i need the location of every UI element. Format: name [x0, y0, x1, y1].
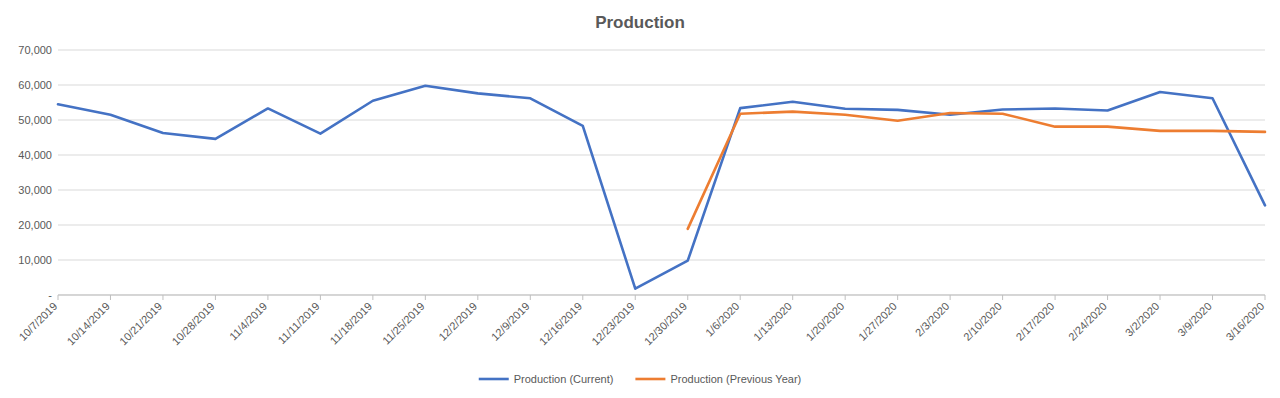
grid-line	[58, 260, 1265, 261]
x-tick-label: 10/21/2019	[117, 300, 164, 347]
y-tick-label: 50,000	[18, 114, 52, 126]
x-tick-label: 11/11/2019	[276, 300, 322, 346]
y-tick-label: 40,000	[18, 149, 52, 161]
chart-svg: Production - 10,000 20,000 30,000 40,000 50,00…	[0, 0, 1280, 398]
y-tick-label: 10,000	[18, 254, 52, 266]
series-line	[58, 86, 1265, 289]
x-tick	[1265, 295, 1266, 300]
grid-line	[58, 120, 1265, 121]
x-tick	[477, 295, 478, 300]
x-tick-label: 2/3/2020	[913, 300, 952, 339]
grid-line	[58, 155, 1265, 156]
x-tick-label: 11/25/2019	[380, 300, 427, 347]
x-tick	[897, 295, 898, 300]
x-tick-label: 12/9/2019	[489, 300, 532, 343]
x-tick-label: 11/4/2019	[227, 300, 270, 343]
x-tick	[162, 295, 163, 300]
legend-swatch	[479, 378, 509, 381]
x-tick	[1212, 295, 1213, 300]
x-tick	[792, 295, 793, 300]
x-tick	[530, 295, 531, 300]
legend: Production (Current) Production (Previous…	[479, 373, 802, 385]
x-tick-label: 10/14/2019	[64, 300, 111, 347]
x-tick	[845, 295, 846, 300]
x-tick-label: 2/10/2020	[961, 300, 1004, 343]
x-axis-line	[58, 295, 1265, 296]
series-line	[688, 112, 1265, 229]
grid-line	[58, 225, 1265, 226]
x-tick-label: 10/28/2019	[169, 300, 216, 347]
grid-line	[58, 85, 1265, 86]
x-tick-label: 3/9/2020	[1175, 300, 1214, 339]
legend-label: Production (Previous Year)	[670, 373, 801, 385]
x-tick	[215, 295, 216, 300]
y-tick-label: 30,000	[18, 184, 52, 196]
x-tick-label: 10/7/2019	[16, 300, 59, 343]
y-tick-label: 70,000	[18, 44, 52, 56]
grid-line	[58, 50, 1265, 51]
y-tick-label: 20,000	[18, 219, 52, 231]
x-tick	[267, 295, 268, 300]
x-tick	[950, 295, 951, 300]
x-tick-label: 12/23/2019	[589, 300, 636, 347]
x-tick	[1107, 295, 1108, 300]
plot-area	[58, 86, 1265, 289]
x-tick	[1160, 295, 1161, 300]
x-tick-label: 3/2/2020	[1123, 300, 1162, 339]
y-tick-label: 60,000	[18, 79, 52, 91]
x-tick	[58, 295, 59, 300]
x-tick-label: 1/27/2020	[856, 300, 899, 343]
x-tick	[582, 295, 583, 300]
x-tick	[740, 295, 741, 300]
x-tick	[320, 295, 321, 300]
x-tick-label: 12/30/2019	[642, 300, 689, 347]
x-tick	[372, 295, 373, 300]
x-tick-label: 11/18/2019	[327, 300, 374, 347]
x-tick	[110, 295, 111, 300]
grid-line	[58, 190, 1265, 191]
x-tick-label: 2/17/2020	[1013, 300, 1056, 343]
legend-swatch	[635, 378, 665, 381]
x-tick-label: 12/16/2019	[537, 300, 584, 347]
grid-line	[58, 295, 1265, 296]
x-tick	[425, 295, 426, 300]
x-tick	[635, 295, 636, 300]
x-tick	[1055, 295, 1056, 300]
x-tick-label: 3/16/2020	[1223, 300, 1266, 343]
x-tick	[1002, 295, 1003, 300]
x-tick-label: 12/2/2019	[436, 300, 479, 343]
x-tick-label: 1/6/2020	[703, 300, 742, 339]
y-tick-label: -	[48, 289, 52, 301]
chart-title: Production	[595, 13, 685, 32]
x-tick-label: 1/13/2020	[751, 300, 794, 343]
x-tick-label: 2/24/2020	[1066, 300, 1109, 343]
x-tick-label: 1/20/2020	[803, 300, 846, 343]
legend-label: Production (Current)	[514, 373, 614, 385]
x-tick	[687, 295, 688, 300]
